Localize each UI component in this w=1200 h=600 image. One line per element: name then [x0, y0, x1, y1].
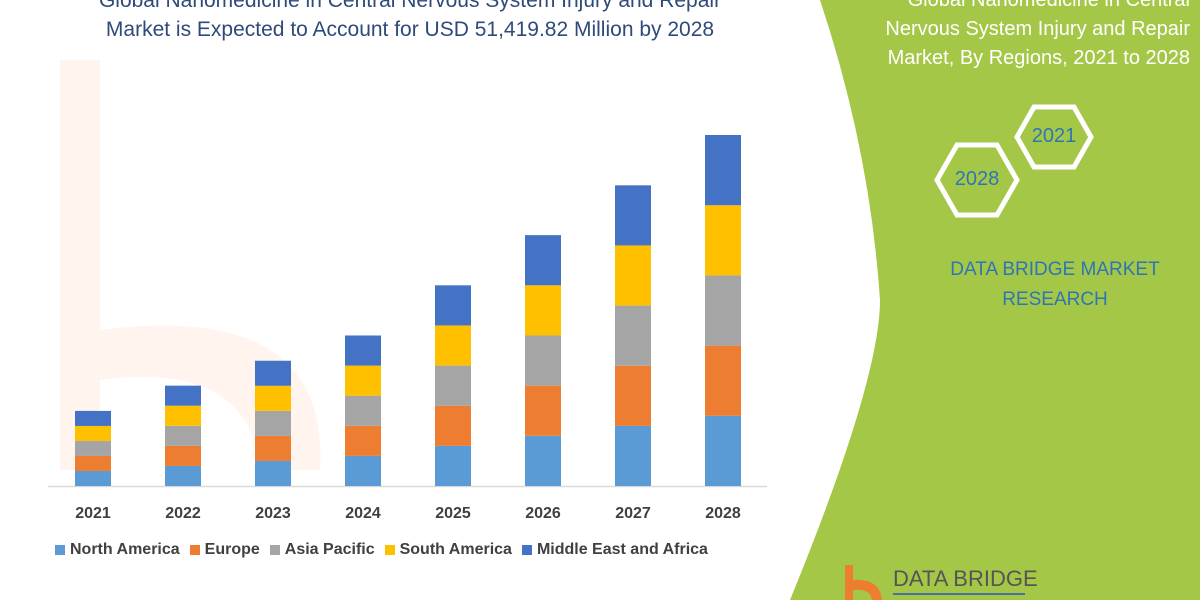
bar-segment-2027-2 — [615, 305, 651, 366]
x-tick-label: 2021 — [75, 505, 111, 522]
chart-title: Global Nanomedicine in Central Nervous S… — [98, 0, 722, 41]
bar-segment-2024-3 — [345, 365, 381, 396]
x-tick-label: 2024 — [345, 505, 381, 522]
legend-swatch — [55, 545, 65, 555]
legend-item: Middle East and Africa — [521, 541, 708, 559]
bar-segment-2021-2 — [75, 440, 111, 456]
bar-segment-2025-4 — [435, 285, 471, 326]
bar-segment-2028-3 — [705, 205, 741, 276]
hex-label-2028: 2028 — [954, 168, 1000, 190]
x-tick-label: 2026 — [525, 505, 561, 522]
legend-swatch — [269, 545, 280, 555]
hexagon-2028 — [934, 142, 1020, 218]
bar-segment-2023-0 — [255, 460, 291, 486]
bar-segment-2028-2 — [705, 275, 741, 346]
bar-segment-2026-3 — [525, 285, 561, 336]
bar-segment-2026-0 — [525, 435, 561, 486]
bar-segment-2021-0 — [75, 470, 111, 486]
bar-segment-2028-1 — [705, 345, 741, 416]
legend-label: South America — [399, 541, 512, 558]
stacked-bar-chart: 2021 2022 2023 2024 2025 2026 2027 2028 — [48, 135, 767, 522]
x-tick-label: 2028 — [705, 505, 741, 522]
bar-segment-2024-2 — [345, 395, 381, 426]
bar-segment-2023-4 — [255, 360, 291, 386]
bar-segment-2023-3 — [255, 385, 291, 411]
bar-segment-2023-2 — [255, 410, 291, 436]
legend-label: Middle East and Africa — [536, 541, 708, 558]
bar-segment-2023-1 — [255, 435, 291, 461]
bar-segment-2021-1 — [75, 455, 111, 471]
x-tick-label: 2027 — [615, 505, 651, 522]
side-panel-title: Global Nanomedicine in Central Nervous S… — [885, 0, 1190, 69]
legend-swatch — [189, 545, 200, 555]
legend-label: North America — [70, 541, 180, 558]
bar-segment-2025-3 — [435, 325, 471, 366]
bar-segment-2026-2 — [525, 335, 561, 386]
bar-segment-2022-1 — [165, 445, 201, 466]
bar-segment-2027-0 — [615, 425, 651, 486]
bar-segment-2025-0 — [435, 445, 471, 486]
hexagon-2021 — [1014, 104, 1094, 170]
legend-item: South America — [384, 541, 512, 559]
x-tick-label: 2022 — [165, 505, 201, 522]
legend-item: Asia Pacific — [269, 541, 375, 559]
bar-segment-2024-1 — [345, 425, 381, 456]
legend-swatch — [384, 545, 395, 555]
bar-segment-2027-1 — [615, 365, 651, 426]
legend-swatch — [521, 545, 532, 555]
bar-segment-2028-0 — [705, 415, 741, 486]
legend-item: Europe — [189, 541, 260, 559]
bar-segment-2025-2 — [435, 365, 471, 406]
bar-segment-2024-0 — [345, 455, 381, 486]
x-tick-label: 2025 — [435, 505, 471, 522]
logo-text: DATA BRIDGE — [893, 566, 1038, 591]
bar-segment-2021-4 — [75, 410, 111, 426]
bar-segment-2027-3 — [615, 245, 651, 306]
side-panel-background — [790, 0, 1200, 600]
hex-label-2021: 2021 — [1031, 125, 1077, 147]
bar-segment-2022-3 — [165, 405, 201, 426]
legend-item: North America — [55, 541, 180, 559]
bar-segment-2026-1 — [525, 385, 561, 436]
legend: North America Europe Asia Pacific South Ame… — [55, 541, 708, 559]
bar-segment-2024-4 — [345, 335, 381, 366]
bar-segment-2022-4 — [165, 385, 201, 406]
brand-name: DATA BRIDGE MARKET RESEARCH — [950, 259, 1160, 310]
bar-segment-2025-1 — [435, 405, 471, 446]
logo-icon — [845, 565, 882, 600]
bar-segment-2028-4 — [705, 135, 741, 206]
bar-segment-2027-4 — [615, 185, 651, 246]
legend-label: Asia Pacific — [284, 541, 375, 558]
bar-segment-2021-3 — [75, 425, 111, 441]
legend-label: Europe — [204, 541, 260, 558]
x-tick-label: 2023 — [255, 505, 291, 522]
bar-segment-2022-2 — [165, 425, 201, 446]
bar-segment-2026-4 — [525, 235, 561, 286]
bar-segment-2022-0 — [165, 465, 201, 486]
